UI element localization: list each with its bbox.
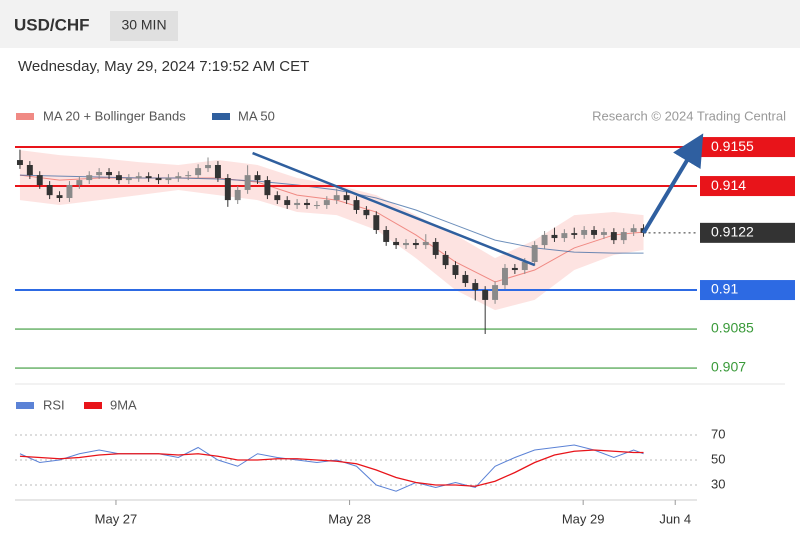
candle-body — [145, 176, 152, 178]
candle-body — [551, 234, 558, 239]
legend-swatch — [84, 402, 102, 409]
candle-body — [412, 242, 419, 246]
candle-body — [610, 232, 617, 241]
candle-body — [195, 168, 202, 176]
candle-body — [600, 232, 607, 235]
level-label: 0.907 — [711, 359, 746, 375]
candle-body — [125, 177, 132, 181]
candle-body — [462, 274, 469, 284]
candle-body — [274, 195, 281, 201]
level-label: 0.9122 — [711, 224, 754, 240]
candle-body — [165, 177, 172, 181]
legend-label: MA 50 — [238, 108, 275, 123]
candle-body — [521, 261, 528, 271]
candle-body — [442, 254, 449, 266]
y-tick-label: 50 — [711, 451, 725, 466]
bollinger-band — [19, 150, 644, 311]
candle-body — [56, 195, 63, 199]
candle-body — [531, 245, 538, 262]
candle-body — [452, 265, 459, 275]
level-label: 0.9085 — [711, 320, 754, 336]
candle-body — [234, 189, 241, 201]
interval-box — [110, 11, 178, 41]
candle-body — [185, 175, 192, 177]
candle-body — [106, 172, 113, 176]
x-tick-label: May 28 — [328, 511, 371, 526]
legend-label: 9MA — [110, 397, 137, 412]
level-label: 0.9155 — [711, 138, 754, 154]
candle-body — [46, 185, 53, 196]
timestamp: Wednesday, May 29, 2024 7:19:52 AM CET — [18, 58, 309, 75]
candle-body — [353, 200, 360, 210]
candle-body — [541, 234, 548, 246]
trendline — [252, 151, 536, 267]
candle-body — [76, 180, 83, 186]
level-label: 0.91 — [711, 281, 738, 297]
candle-body — [383, 229, 390, 242]
level-box — [700, 176, 795, 197]
legend-swatch — [16, 402, 34, 409]
candle-body — [26, 164, 33, 176]
candle-body — [571, 233, 578, 235]
candle-body — [86, 175, 93, 181]
y-tick-label: 70 — [711, 426, 725, 441]
candle-body — [224, 177, 231, 201]
candle-body — [511, 267, 518, 271]
credit: Research © 2024 Trading Central — [592, 108, 786, 123]
candle-body — [472, 283, 479, 291]
level-box — [700, 280, 795, 301]
forecast-arrow — [641, 133, 704, 234]
candle-body — [561, 233, 568, 239]
candle-body — [393, 241, 400, 246]
candle-body — [581, 229, 588, 235]
legend-swatch — [16, 113, 34, 120]
candle-body — [333, 195, 340, 201]
candle-body — [313, 205, 320, 207]
candle-body — [304, 202, 310, 206]
symbol: USD/CHF — [14, 15, 90, 34]
legend-swatch — [212, 113, 230, 120]
level-label: 0.914 — [711, 177, 746, 193]
candle-body — [620, 232, 627, 241]
candle-body — [36, 175, 43, 186]
candle-body — [294, 202, 301, 206]
candle-body — [403, 242, 409, 246]
x-tick-label: May 27 — [95, 511, 138, 526]
candle-body — [155, 177, 162, 181]
legend-label: RSI — [43, 397, 65, 412]
rsi-line — [19, 444, 644, 492]
interval: 30 MIN — [121, 17, 166, 33]
candle-body — [244, 175, 251, 190]
candle-body — [135, 176, 142, 178]
y-tick-label: 30 — [711, 476, 725, 491]
candle-body — [96, 172, 103, 176]
candle-body — [630, 228, 637, 233]
candle-body — [492, 285, 499, 300]
candle-body — [115, 175, 122, 181]
candle-body — [264, 180, 271, 196]
candle-body — [502, 267, 508, 286]
candle-body — [323, 200, 330, 206]
candle-body — [254, 175, 261, 181]
rsi-line — [19, 449, 644, 487]
candle-body — [373, 215, 380, 230]
candle-body — [284, 200, 291, 206]
x-tick-label: May 29 — [562, 511, 605, 526]
candle-body — [422, 241, 429, 246]
level-box — [700, 137, 795, 158]
candle-body — [66, 185, 73, 199]
candle-body — [482, 290, 489, 300]
candle-body — [214, 164, 221, 178]
candle-body — [205, 164, 211, 169]
candle-body — [591, 229, 598, 235]
level-box — [700, 222, 795, 243]
candle-body — [363, 209, 370, 216]
candle-body — [432, 241, 439, 255]
legend-label: MA 20 + Bollinger Bands — [43, 108, 186, 123]
candle-body — [175, 176, 182, 178]
candle-body — [343, 195, 350, 201]
x-tick-label: Jun 4 — [659, 511, 691, 526]
candle-body — [16, 160, 23, 165]
